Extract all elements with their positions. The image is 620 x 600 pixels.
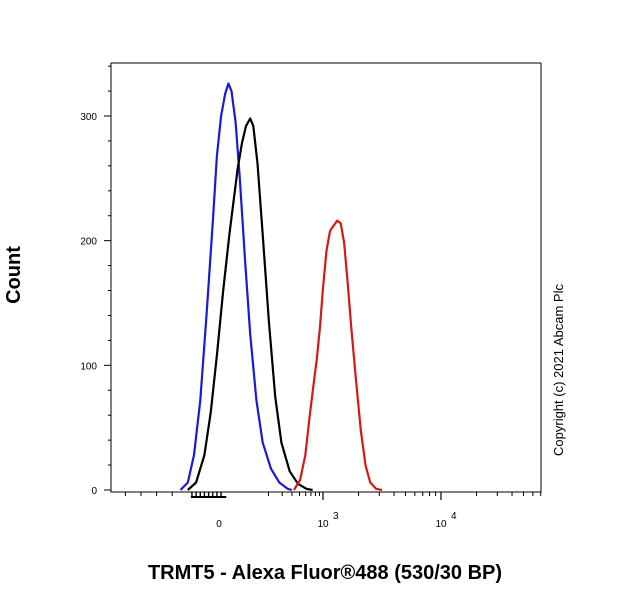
plot-area: [110, 62, 542, 493]
y-tick-label: 100: [80, 361, 97, 372]
y-tick-label: 200: [80, 237, 97, 248]
y-tick-label: 0: [91, 486, 97, 497]
series-line-3: [292, 219, 383, 492]
y-axis: 0 100 200 300: [80, 65, 111, 497]
series-line-2: [187, 117, 313, 492]
series-group: [179, 82, 383, 492]
x-axis-title: TRMT5 - Alexa Fluor®488 (530/30 BP): [148, 562, 502, 584]
x-tick-label: 0: [216, 519, 222, 530]
y-tick-label: 300: [80, 112, 97, 123]
series-line-1: [179, 82, 293, 492]
x-axis: 0 10 3 10 4: [124, 492, 542, 530]
x-tick-label: 10: [317, 519, 329, 530]
x-tick-label: 10: [435, 519, 447, 530]
y-axis-title: Count: [3, 246, 25, 304]
x-tick-label-exponent: 3: [333, 511, 339, 522]
x-tick-label-exponent: 4: [451, 511, 457, 522]
copyright-text: Copyright (c) 2021 Abcam Plc: [551, 284, 566, 456]
